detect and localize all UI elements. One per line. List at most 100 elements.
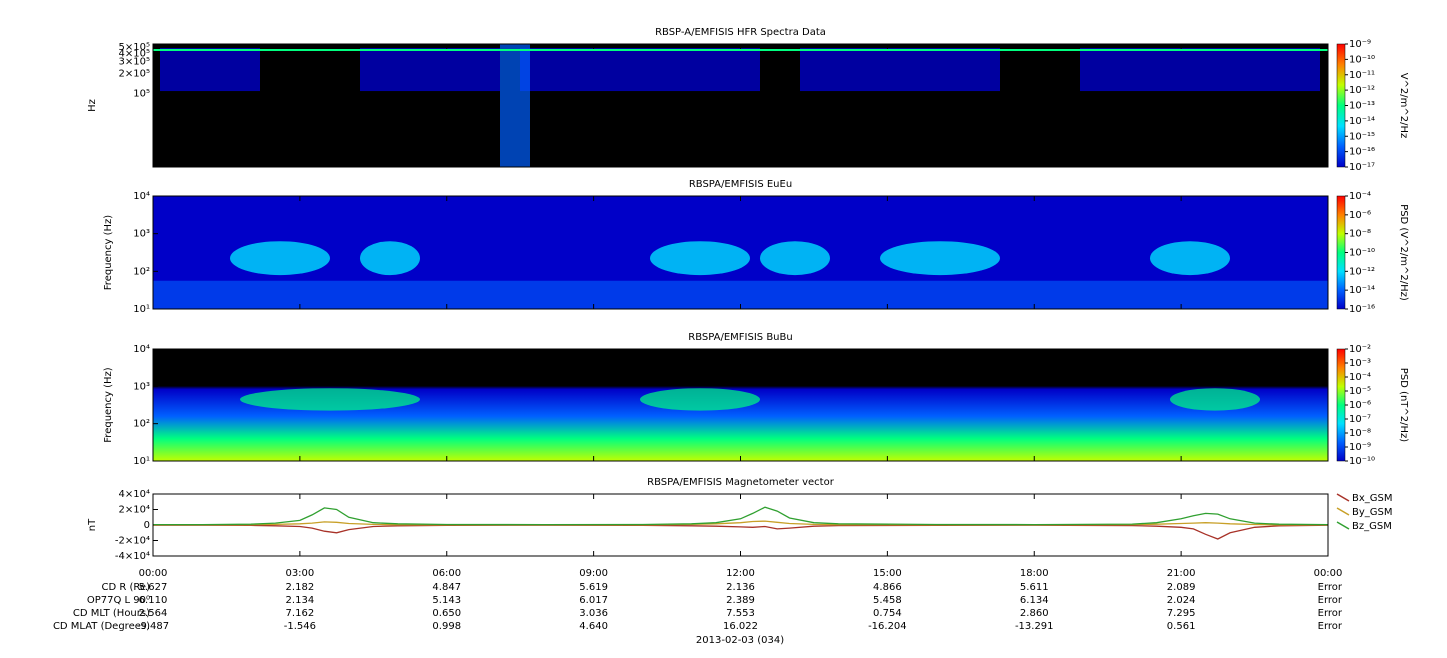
spectrogram-patch xyxy=(1080,48,1320,92)
legend-label: Bx_GSM xyxy=(1352,493,1393,504)
y-tick-label: 10² xyxy=(133,419,150,430)
y-axis-label: Hz xyxy=(87,99,98,112)
ephemeris-value: Error xyxy=(1318,608,1343,619)
colorbar-tick-label: 10⁻¹² xyxy=(1349,266,1375,277)
plot-frame xyxy=(152,493,1329,557)
ephemeris-value: 0.998 xyxy=(432,621,461,632)
plot-frame xyxy=(152,43,1329,168)
spectrogram-patch xyxy=(1170,388,1260,411)
colorbar-label: PSD (V^2/m^2/Hz) xyxy=(1398,204,1409,301)
colorbar-tick-label: 10⁻⁹ xyxy=(1349,442,1371,453)
y-axis-label: nT xyxy=(87,518,98,531)
date-label: 2013-02-03 (034) xyxy=(696,635,784,646)
y-tick-label: 5×10⁵ xyxy=(119,42,150,53)
legend-swatch xyxy=(1336,493,1350,502)
ephemeris-value: 5.619 xyxy=(579,582,608,593)
x-tick-label: 21:00 xyxy=(1167,568,1196,579)
legend-swatch xyxy=(1336,521,1350,530)
ephemeris-value: 6.110 xyxy=(139,595,168,606)
plot-frame xyxy=(152,195,1329,310)
ephemeris-value: 16.022 xyxy=(723,621,758,632)
spectrogram-patch xyxy=(360,241,420,276)
x-tick-label: 12:00 xyxy=(726,568,755,579)
y-tick-label: 2×10⁵ xyxy=(119,68,150,79)
y-tick-label: 4×10⁴ xyxy=(119,489,150,500)
ephemeris-value: 3.036 xyxy=(579,608,608,619)
ephemeris-value: 4.847 xyxy=(432,582,461,593)
colorbar-tick-label: 10⁻⁶ xyxy=(1349,400,1371,411)
y-tick-label: 3×10⁵ xyxy=(119,57,150,68)
spectrogram-patch xyxy=(500,44,530,167)
colorbar-tick-label: 10⁻⁷ xyxy=(1349,414,1371,425)
spectrogram-patch xyxy=(1150,241,1230,276)
colorbar-tick-label: 10⁻¹⁴ xyxy=(1349,285,1375,296)
data-line xyxy=(153,520,1328,526)
ephemeris-label: OP77Q L 90⁰ xyxy=(87,595,150,606)
ephemeris-value: 5.611 xyxy=(1020,582,1049,593)
x-tick-label: 15:00 xyxy=(873,568,902,579)
ephemeris-value: 2.389 xyxy=(726,595,755,606)
colorbar-tick-label: 10⁻¹⁰ xyxy=(1349,248,1375,259)
legend-label: By_GSM xyxy=(1352,507,1393,518)
ephemeris-value: -13.291 xyxy=(1015,621,1054,632)
colorbar-tick-label: 10⁻⁸ xyxy=(1349,428,1371,439)
ephemeris-value: 7.162 xyxy=(286,608,315,619)
x-tick-label: 00:00 xyxy=(139,568,168,579)
colorbar-label: V^2/m^2/Hz xyxy=(1398,73,1409,139)
data-line xyxy=(153,524,1329,540)
ephemeris-value: 4.866 xyxy=(873,582,902,593)
spectrogram-patch xyxy=(520,48,760,92)
spectrogram-image xyxy=(153,196,1328,309)
colorbar-tick-label: 10⁻² xyxy=(1349,344,1371,355)
spectrogram-patch xyxy=(640,388,760,411)
x-tick-label: 06:00 xyxy=(432,568,461,579)
ephemeris-value: 4.640 xyxy=(579,621,608,632)
ephemeris-value: 2.089 xyxy=(1167,582,1196,593)
ephemeris-value: -16.204 xyxy=(868,621,907,632)
x-tick-label: 03:00 xyxy=(285,568,314,579)
panel-title: RBSP-A/EMFISIS HFR Spectra Data xyxy=(655,27,826,38)
y-tick-label: 10⁴ xyxy=(133,191,150,202)
plot-frame xyxy=(152,348,1329,462)
spectrogram-patch xyxy=(230,241,330,276)
ephemeris-value: 7.295 xyxy=(1167,608,1196,619)
y-tick-label: 0 xyxy=(144,520,150,531)
colorbar-tick-label: 10⁻⁹ xyxy=(1349,39,1371,50)
colorbar-tick-label: 10⁻¹⁶ xyxy=(1349,304,1375,315)
spectrogram-patch xyxy=(650,241,750,276)
ephemeris-value: 2.182 xyxy=(286,582,315,593)
y-tick-label: -4×10⁴ xyxy=(115,551,150,562)
ephemeris-value: 0.650 xyxy=(432,608,461,619)
colorbar-tick-label: 10⁻¹⁰ xyxy=(1349,456,1375,467)
ephemeris-value: 0.561 xyxy=(1167,621,1196,632)
ephemeris-value: 2.564 xyxy=(139,608,168,619)
legend-label: Bz_GSM xyxy=(1352,521,1392,532)
colorbar-tick-label: 10⁻¹³ xyxy=(1349,101,1375,112)
ephemeris-value: 6.134 xyxy=(1020,595,1049,606)
ephemeris-value: 5.627 xyxy=(139,582,168,593)
y-axis-label: Frequency (Hz) xyxy=(103,215,114,291)
colorbar-tick-label: 10⁻⁸ xyxy=(1349,229,1371,240)
ephemeris-value: 0.754 xyxy=(873,608,902,619)
spectrogram-patch xyxy=(880,241,1000,276)
colorbar xyxy=(1336,195,1346,310)
spectrogram-patch xyxy=(240,388,420,411)
colorbar-tick-label: 10⁻¹⁴ xyxy=(1349,116,1375,127)
panel-title: RBSPA/EMFISIS EuEu xyxy=(689,179,792,190)
y-axis-label: Frequency (Hz) xyxy=(103,367,114,443)
ephemeris-value: 5.458 xyxy=(873,595,902,606)
colorbar xyxy=(1336,43,1346,168)
colorbar-tick-label: 10⁻³ xyxy=(1349,358,1371,369)
ephemeris-value: Error xyxy=(1318,621,1343,632)
y-tick-label: 4×10⁵ xyxy=(119,48,150,59)
x-tick-label: 18:00 xyxy=(1020,568,1049,579)
y-tick-label: 10² xyxy=(133,266,150,277)
y-tick-label: 10¹ xyxy=(133,304,150,315)
x-tick-label: 00:00 xyxy=(1314,568,1343,579)
y-tick-label: 2×10⁴ xyxy=(119,505,150,516)
spectrogram-image xyxy=(153,349,1328,461)
colorbar-tick-label: 10⁻¹¹ xyxy=(1349,70,1375,81)
y-tick-label: 10⁵ xyxy=(133,89,150,100)
colorbar-tick-label: 10⁻¹⁶ xyxy=(1349,147,1375,158)
